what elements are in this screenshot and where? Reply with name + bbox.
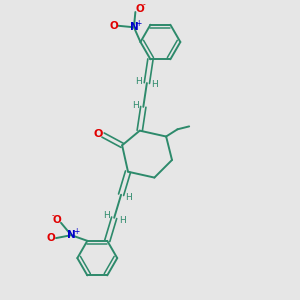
Text: O: O — [93, 129, 103, 139]
Text: -: - — [51, 211, 54, 220]
Text: H: H — [119, 216, 125, 225]
Text: +: + — [135, 19, 142, 28]
Text: +: + — [73, 226, 79, 236]
Text: O: O — [135, 4, 144, 14]
Text: H: H — [132, 101, 139, 110]
Text: H: H — [103, 211, 110, 220]
Text: N: N — [130, 22, 138, 32]
Text: -: - — [142, 1, 145, 10]
Text: N: N — [67, 230, 76, 240]
Text: H: H — [126, 193, 132, 202]
Text: H: H — [135, 77, 142, 86]
Text: O: O — [47, 233, 56, 243]
Text: O: O — [110, 21, 118, 31]
Text: H: H — [152, 80, 158, 89]
Text: O: O — [52, 215, 61, 225]
